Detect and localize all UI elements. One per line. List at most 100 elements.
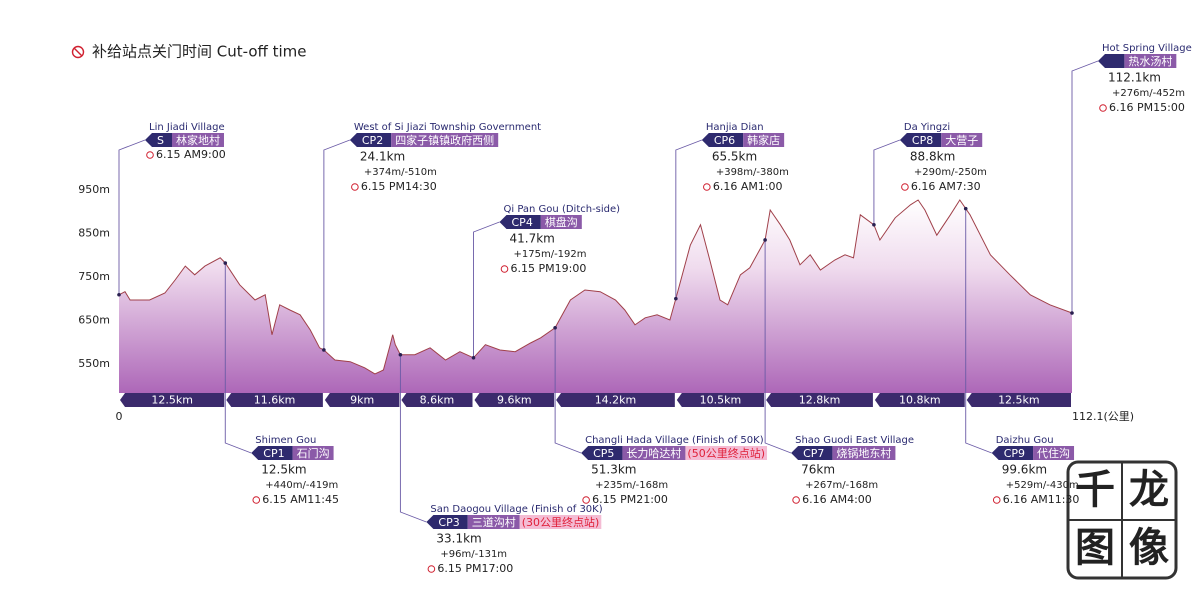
checkpoint-cn: 石门沟	[297, 446, 330, 460]
checkpoint: San Daogou Village (Finish of 30K)CP3 三道沟…	[398, 352, 603, 575]
checkpoint-time: 6.16 AM11:30	[1003, 493, 1080, 506]
leader-line	[323, 139, 351, 350]
segment-label: 12.8km	[799, 394, 841, 407]
checkpoint-cn: 三道沟村	[472, 515, 516, 529]
checkpoint-code: CP5	[593, 447, 614, 460]
checkpoint-cn: 棋盘沟	[545, 215, 578, 229]
x-tick-label: 0	[116, 410, 123, 423]
segment-label: 11.6km	[254, 394, 296, 407]
clock-icon	[146, 151, 154, 159]
code-box	[701, 133, 744, 147]
cn-box	[743, 133, 785, 147]
checkpoint-gain: +267m/-168m	[805, 480, 878, 491]
checkpoint-time: 6.15 AM11:45	[262, 493, 339, 506]
segment-bar	[401, 393, 473, 407]
segment-label: 12.5km	[151, 394, 193, 407]
checkpoint-time: 6.15 AM9:00	[156, 148, 226, 161]
checkpoint-gain: +290m/-250m	[914, 167, 987, 178]
checkpoint-dot	[553, 325, 557, 330]
watermark-char: 龙	[1129, 467, 1169, 513]
checkpoint-cn: 林家地村	[176, 133, 220, 147]
checkpoint-distance: 24.1km	[360, 150, 405, 164]
y-tick-label: 650m	[78, 313, 110, 326]
checkpoint-code: CP2	[362, 134, 383, 147]
checkpoint-dot	[674, 296, 678, 301]
checkpoint-time: 6.15 PM19:00	[511, 262, 587, 275]
code-box	[791, 446, 833, 460]
checkpoint-en: San Daogou Village (Finish of 30K)	[430, 504, 602, 515]
checkpoint-distance: 76km	[801, 463, 835, 477]
note-box	[519, 515, 602, 529]
checkpoint-code: CP1	[263, 447, 284, 460]
checkpoint-en: Lin Jiadi Village	[149, 122, 225, 133]
checkpoint-en: Da Yingzi	[904, 122, 950, 133]
segment-bar	[120, 393, 225, 407]
checkpoint-cn: 大营子	[945, 133, 978, 147]
segment-label: 9km	[350, 394, 374, 407]
segment-bar	[766, 393, 873, 407]
checkpoint-distance: 12.5km	[261, 463, 306, 477]
checkpoint-dot	[471, 355, 476, 360]
clock-icon	[703, 183, 711, 191]
cn-box	[622, 446, 686, 460]
checkpoint: Qi Pan Gou (Ditch-side)CP4 棋盘沟 41.7km +175m…	[471, 204, 620, 360]
checkpoint-time: 6.16 AM1:00	[713, 180, 783, 193]
cn-box	[467, 515, 520, 529]
watermark-char: 像	[1129, 525, 1169, 571]
checkpoint-cn: 烧锅地东村	[836, 446, 891, 460]
checkpoint-gain: +276m/-452m	[1112, 88, 1185, 99]
checkpoint-cn: 代住沟	[1037, 446, 1070, 460]
clock-icon	[427, 565, 436, 573]
checkpoint-en: Changli Hada Village (Finish of 50K)	[585, 435, 764, 446]
cn-box	[391, 133, 499, 147]
code-box	[581, 446, 623, 460]
checkpoint-time: 6.16 AM7:30	[911, 180, 981, 193]
checkpoint-en: West of Si Jiazi Township Government	[354, 122, 541, 133]
checkpoint-dot	[1070, 311, 1074, 315]
clock-icon	[1099, 104, 1107, 112]
code-box	[1098, 54, 1125, 68]
elevation-line	[118, 199, 1073, 375]
segment-label: 10.5km	[700, 394, 742, 407]
segment-label: 9.6km	[497, 394, 532, 407]
checkpoint-code: CP8	[912, 134, 933, 147]
title: 补给站点关门时间 Cut-off time	[92, 43, 307, 61]
segment-bar	[676, 393, 765, 407]
checkpoint-time: 6.15 PM17:00	[437, 562, 513, 575]
checkpoint-gain: +440m/-419m	[265, 480, 338, 491]
checkpoint-code: S	[157, 134, 164, 147]
checkpoint-distance: 33.1km	[436, 532, 481, 546]
cn-box	[1033, 446, 1075, 460]
checkpoint-gain: +235m/-168m	[595, 480, 668, 491]
checkpoint-distance: 99.6km	[1002, 463, 1047, 477]
clock-icon	[992, 496, 1001, 504]
title-icon	[71, 45, 85, 59]
checkpoint-time: 6.15 PM21:00	[592, 493, 668, 506]
segment-bar	[226, 393, 323, 407]
checkpoint-cn: 韩家店	[747, 133, 780, 147]
code-box	[899, 133, 942, 147]
checkpoint: Changli Hada Village (Finish of 50K)CP5 长…	[553, 325, 768, 506]
segment-bar	[874, 393, 965, 407]
checkpoint-dot	[963, 206, 968, 211]
checkpoint: Hot Spring VillageF热水汤村112.1km+276m/-452…	[1070, 43, 1192, 315]
checkpoint-code: CP3	[438, 516, 459, 529]
segment-label: 12.5km	[998, 394, 1040, 407]
checkpoint-time: 6.15 PM14:30	[361, 180, 437, 193]
code-box	[499, 215, 541, 229]
leader-line	[1071, 60, 1099, 314]
clock-icon	[582, 496, 590, 504]
cn-box	[292, 446, 334, 460]
segment-bar	[324, 393, 400, 407]
checkpoint-en: Shimen Gou	[255, 435, 316, 446]
cn-box	[832, 446, 896, 460]
segment-label: 14.2km	[595, 394, 637, 407]
segment-bar	[556, 393, 675, 407]
checkpoint-gain: +374m/-510m	[364, 167, 437, 178]
